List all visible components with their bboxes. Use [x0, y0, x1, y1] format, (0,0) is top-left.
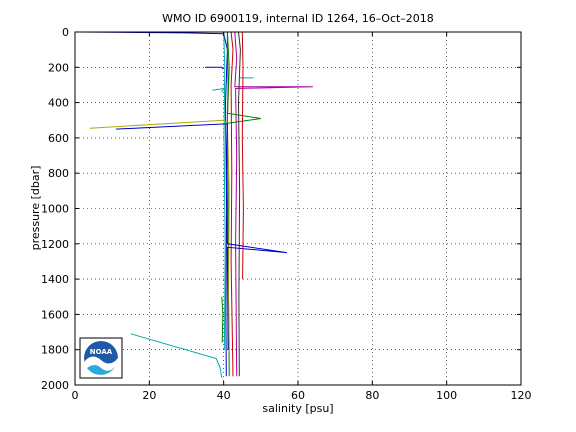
series-group — [82, 32, 313, 378]
profile-line-7 — [237, 32, 241, 377]
x-tick-label: 60 — [291, 389, 305, 402]
plot-area — [82, 32, 313, 378]
y-tick-label: 1200 — [41, 238, 69, 251]
y-tick-label: 1400 — [41, 273, 69, 286]
x-tick-label: 100 — [436, 389, 457, 402]
profile-line-5 — [234, 32, 313, 377]
x-tick-label: 40 — [217, 389, 231, 402]
y-tick-label: 1600 — [41, 308, 69, 321]
profile-line-1 — [82, 32, 228, 377]
profile-line-6 — [89, 119, 231, 368]
profile-line-9 — [223, 32, 261, 125]
profile-line-8 — [115, 123, 287, 350]
profile-line-10 — [130, 333, 223, 378]
x-axis-label: salinity [psu] — [262, 402, 333, 415]
y-axis-ticks: 0 200 400 600 800 1000 1200 1400 1600 1800 2000 — [41, 26, 521, 392]
profile-line-15 — [221, 296, 224, 343]
x-axis-ticks: 0 20 40 60 80 100 120 — [72, 32, 532, 402]
y-tick-label: 200 — [48, 61, 69, 74]
x-tick-label: 0 — [72, 389, 79, 402]
profile-line-3 — [230, 32, 234, 377]
y-tick-label: 800 — [48, 167, 69, 180]
x-tick-label: 120 — [511, 389, 532, 402]
y-tick-label: 2000 — [41, 379, 69, 392]
y-axis-label: pressure [dbar] — [29, 166, 42, 251]
x-tick-label: 20 — [142, 389, 156, 402]
y-tick-label: 1000 — [41, 203, 69, 216]
profile-line-2 — [89, 32, 230, 377]
y-tick-label: 600 — [48, 132, 69, 145]
x-tick-label: 80 — [365, 389, 379, 402]
y-tick-label: 1800 — [41, 344, 69, 357]
profile-line-13 — [212, 87, 225, 93]
y-tick-label: 0 — [62, 26, 69, 39]
y-tick-label: 400 — [48, 97, 69, 110]
chart-title: WMO ID 6900119, internal ID 1264, 16–Oct… — [162, 12, 434, 25]
grid-lines — [75, 32, 521, 385]
profile-line-4 — [223, 32, 226, 350]
profile-line-11 — [205, 66, 224, 70]
noaa-logo-text: NOAA — [90, 348, 113, 356]
noaa-logo: NOAA — [79, 337, 123, 379]
profile-line-14 — [241, 32, 244, 280]
